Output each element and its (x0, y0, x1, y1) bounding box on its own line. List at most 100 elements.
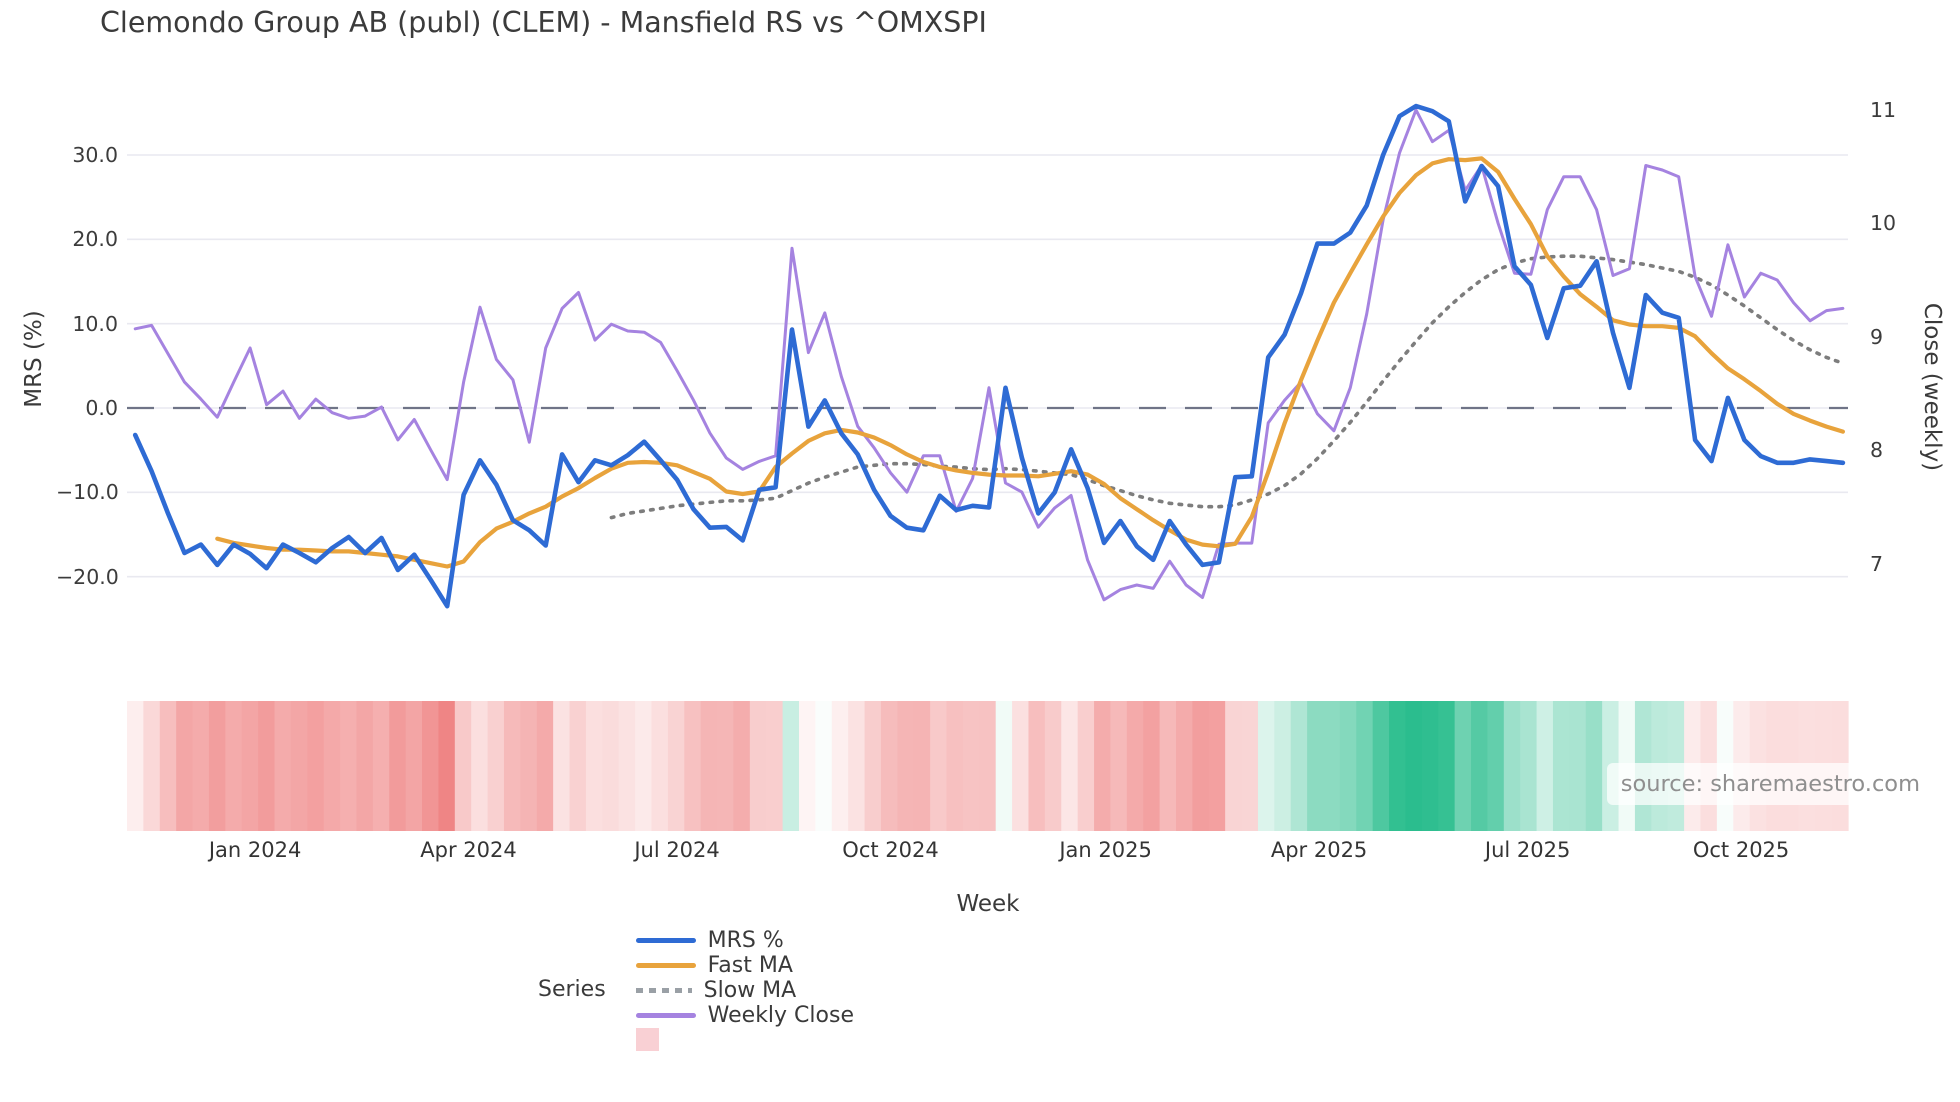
heatmap-cell (1175, 701, 1193, 831)
heatmap-cell (1454, 701, 1472, 831)
heatmap-cell (1503, 701, 1521, 831)
legend-dotted-swatch (635, 988, 692, 993)
heatmap-cell (1405, 701, 1423, 831)
legend-items: MRS % Fast MA Slow MA Weekly Close (635, 928, 886, 1051)
heatmap-cell (1159, 701, 1177, 831)
heatmap-cell (995, 701, 1013, 831)
heatmap-cell (258, 701, 276, 831)
x-axis-tick-label: Oct 2024 (842, 838, 939, 862)
x-axis-label: Week (956, 891, 1020, 917)
heatmap-cell (241, 701, 259, 831)
right-axis-tick-label: 11 (1870, 97, 1897, 122)
heatmap-cell (127, 701, 144, 831)
legend-item-label: MRS % (707, 928, 784, 953)
left-axis-tick-label: 30.0 (72, 143, 118, 167)
x-axis-tick-label: Jan 2025 (1059, 838, 1152, 862)
heatmap-cell (1307, 701, 1325, 831)
right-axis-tick-label: 7 (1870, 551, 1884, 576)
heatmap-cell (176, 701, 194, 831)
heatmap-cell (307, 701, 325, 831)
heatmap-cell (602, 701, 620, 831)
heatmap-cell (1028, 701, 1046, 831)
legend-item: MRS % (635, 928, 854, 953)
heatmap-cell (225, 701, 243, 831)
heatmap-cell (208, 701, 226, 831)
heatmap-cell (1192, 701, 1210, 831)
heatmap-cell (1094, 701, 1112, 831)
heatmap-cell (471, 701, 489, 831)
heatmap-cell (356, 701, 374, 831)
heatmap-cell (159, 701, 177, 831)
left-axis-tick-label: −20.0 (56, 564, 119, 589)
heatmap-cell (946, 701, 964, 831)
heatmap-cell (962, 701, 980, 831)
legend-item: Fast MA (635, 953, 854, 978)
heatmap-cell (749, 701, 767, 831)
slow-ma-line (609, 254, 1845, 520)
heatmap-cell (913, 701, 931, 831)
heatmap-cell (454, 701, 472, 831)
heatmap-cell (569, 701, 587, 831)
mrs-line (132, 103, 1846, 609)
legend-line-swatch (635, 1013, 696, 1018)
heatmap-cell (1044, 701, 1062, 831)
legend-item-label: Slow MA (703, 978, 797, 1003)
chart-title: Clemondo Group AB (publ) (CLEM) - Mansfi… (100, 6, 987, 39)
heatmap-cell (799, 701, 816, 831)
legend: Series MRS % Fast MA Slow MA Weekly Close (538, 928, 886, 1051)
left-axis-tick-label: −10.0 (56, 480, 119, 505)
heatmap-cell (1339, 701, 1357, 831)
heatmap-cell (585, 701, 603, 831)
heatmap-cell (1520, 701, 1538, 831)
heatmap-cell (1536, 701, 1554, 831)
heatmap-cell (1208, 701, 1226, 831)
heatmap-cell (1274, 701, 1292, 831)
right-axis-tick-label: 8 (1870, 438, 1884, 463)
legend-title: Series (538, 977, 606, 1002)
heatmap-cell (1290, 701, 1308, 831)
heatmap-cell (192, 701, 210, 831)
heatmap-cell (618, 701, 636, 831)
heatmap-cell (1569, 701, 1587, 831)
heatmap-cell (1061, 701, 1079, 831)
heatmap-cell (1110, 701, 1128, 831)
source-note: source: sharemaestro.com (1606, 763, 1934, 805)
weekly-close-line (133, 108, 1845, 602)
heatmap-cell (1077, 701, 1095, 831)
heatmap-cell (1225, 701, 1243, 831)
legend-item-label: Weekly Close (707, 1003, 854, 1028)
legend-line-swatch (635, 963, 696, 968)
x-axis-tick-label: Jul 2025 (1484, 838, 1571, 862)
heatmap-cell (733, 701, 751, 831)
heatmap-cell (831, 701, 849, 831)
x-axis-tick-label: Apr 2025 (1270, 838, 1368, 862)
heatmap-cell (143, 701, 161, 831)
heatmap-cell (1372, 701, 1390, 831)
left-axis-tick-label: 10.0 (72, 311, 118, 336)
x-axis-tick-label: Jul 2024 (634, 838, 720, 862)
heatmap-cell (815, 701, 833, 831)
heatmap-cell (1143, 701, 1161, 831)
heatmap-cell (438, 701, 456, 831)
legend-item (635, 1028, 854, 1051)
heatmap-cell (1012, 701, 1030, 831)
right-axis-tick-label: 9 (1870, 324, 1884, 349)
heatmap-cell (1552, 701, 1570, 831)
legend-item-label: Fast MA (707, 953, 793, 978)
heatmap-cell (503, 701, 521, 831)
heatmap-cell (422, 701, 440, 831)
heatmap-cell (1438, 701, 1456, 831)
heatmap-cell (340, 701, 358, 831)
right-axis-tick-label: 10 (1870, 211, 1897, 236)
heatmap-cell (1356, 701, 1374, 831)
heatmap-cell (487, 701, 505, 831)
x-axis-tick-label: Jan 2024 (208, 838, 302, 862)
heatmap-cell (766, 701, 784, 831)
heatmap-cell (290, 701, 308, 831)
legend-item: Slow MA (635, 978, 854, 1003)
heatmap-cell (389, 701, 407, 831)
heatmap-cell (274, 701, 292, 831)
heatmap-cell (1585, 701, 1603, 831)
